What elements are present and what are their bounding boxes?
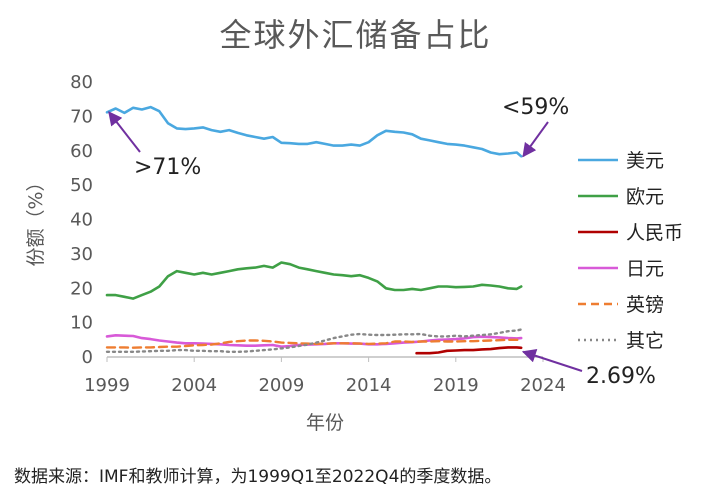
axes: 0 10 20 30 40 50 60 70 80 1999 2004 2009 2014 2019 202… bbox=[25, 72, 566, 434]
annotation-layer: >71% <59% 2.69% bbox=[108, 95, 656, 389]
source-note: 数据来源：IMF和教师计算，为1999Q1至2022Q4的季度数据。 bbox=[14, 467, 502, 487]
series-line-0 bbox=[105, 105, 523, 158]
series-line-4 bbox=[105, 338, 523, 349]
annotation-arrow bbox=[108, 111, 141, 153]
x-tick-label: 2019 bbox=[433, 375, 479, 396]
x-tick-label: 2024 bbox=[520, 375, 566, 396]
annotation-label: 2.69% bbox=[586, 364, 656, 389]
y-tick-label: 30 bbox=[70, 244, 93, 265]
x-tick-label: 1999 bbox=[84, 375, 130, 396]
x-tick-label: 2014 bbox=[346, 375, 392, 396]
x-tick-label: 2009 bbox=[258, 375, 304, 396]
legend-label: 日元 bbox=[626, 258, 664, 280]
legend-label: 美元 bbox=[626, 150, 664, 172]
legend-label: 其它 bbox=[626, 330, 664, 352]
y-tick-label: 80 bbox=[70, 72, 93, 93]
x-tick-label: 2004 bbox=[171, 375, 217, 396]
legend-label: 英镑 bbox=[626, 294, 664, 316]
series-line-5 bbox=[105, 328, 523, 353]
y-tick-label: 60 bbox=[70, 141, 93, 162]
annotation-arrow bbox=[522, 121, 549, 158]
annotation-label: <59% bbox=[502, 95, 569, 120]
annotation-arrow bbox=[521, 349, 583, 372]
series-line-2 bbox=[415, 346, 523, 355]
chart-title: 全球外汇储备占比 bbox=[219, 16, 492, 54]
y-tick-label: 70 bbox=[70, 106, 93, 127]
x-axis-label: 年份 bbox=[306, 412, 344, 434]
y-tick-label: 50 bbox=[70, 175, 93, 196]
y-tick-label: 10 bbox=[70, 313, 93, 334]
annotation-label: >71% bbox=[134, 155, 201, 180]
y-axis-label: 份额（%） bbox=[25, 172, 47, 266]
series-line-1 bbox=[105, 261, 523, 300]
legend-label: 欧元 bbox=[626, 186, 664, 208]
series-layer bbox=[105, 105, 523, 355]
y-tick-label: 40 bbox=[70, 210, 93, 231]
y-tick-label: 20 bbox=[70, 278, 93, 299]
y-tick-label: 0 bbox=[82, 347, 93, 368]
legend-label: 人民币 bbox=[626, 222, 683, 244]
